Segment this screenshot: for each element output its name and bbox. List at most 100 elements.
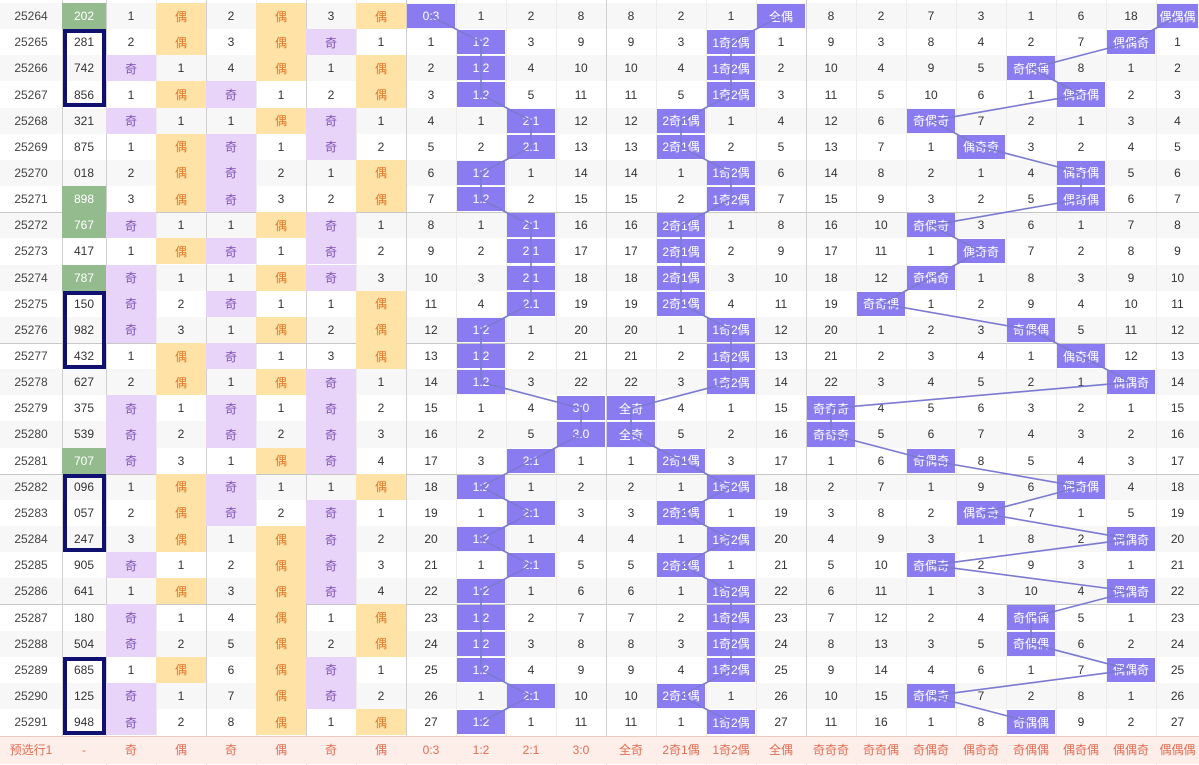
cell-shape-jjo: 14 [874, 662, 888, 677]
cell-pattern-allodd: 11 [624, 87, 638, 102]
cell-pattern-alleven: 9 [777, 244, 785, 259]
ratio-trend-line [480, 486, 532, 514]
footer-cell-pos2-even[interactable]: 偶 [274, 743, 287, 757]
footer-cell-number[interactable]: - [82, 742, 86, 757]
cell-pos1-even: 偶 [156, 369, 206, 396]
cell-pos3-val: 2 [327, 636, 335, 651]
cell-shape-ojo: 2 [1077, 244, 1085, 259]
footer-cell-pos3-val[interactable]: 奇 [324, 743, 337, 757]
cell-shape-ooo: 14 [1170, 375, 1185, 390]
cell-pos3-val: 奇 [306, 29, 356, 56]
cell-pos2-val: 奇 [206, 290, 256, 317]
cell-ratio-03: 25 [424, 662, 438, 677]
cell-shape-joo: 2 [1027, 35, 1035, 50]
cell-pattern-2odd1even: 2 [677, 9, 685, 24]
footer-cell-shape-joj[interactable]: 奇偶奇 [912, 743, 949, 757]
cell-pos3-even: 偶 [356, 473, 406, 500]
footer-cell-shape-jjj[interactable]: 奇奇奇 [812, 743, 849, 757]
cell-pos2-even: 1 [277, 479, 285, 494]
cell-pos1-even: 3 [177, 322, 185, 337]
cell-ratio-12: 3 [477, 453, 485, 468]
footer-cell-pos2-val[interactable]: 奇 [224, 743, 237, 757]
cell-shape-ooo: 23 [1170, 610, 1185, 625]
cell-ratio-30: 11 [574, 715, 588, 730]
cell-pattern-alleven: 11 [774, 296, 788, 311]
cell-pos1-val: 奇 [106, 630, 156, 657]
cell-shape-ooo: 16 [1170, 427, 1185, 442]
cell-pos1-val: 1 [127, 662, 135, 677]
cell-pos1-even: 1 [177, 401, 185, 416]
cell-shape-joj: 7 [927, 9, 935, 24]
cell-ratio-21: 1 [527, 715, 535, 730]
cell-shape-ooo: 20 [1170, 532, 1185, 547]
cell-ratio-03: 12 [424, 322, 438, 337]
cell-ratio-03: 17 [424, 453, 438, 468]
cell-pos2-even: 偶 [256, 604, 306, 631]
cell-shape-ojo: 3 [1077, 270, 1085, 285]
cell-ratio-12: 1 [477, 688, 485, 703]
cell-ratio-03: 13 [424, 349, 438, 363]
footer-cell-shape-ooj[interactable]: 偶偶奇 [1112, 743, 1149, 757]
cell-pos3-even: 偶 [356, 709, 406, 736]
footer-cell-pattern-allodd[interactable]: 全奇 [618, 743, 643, 757]
cell-shape-joj: 2 [927, 322, 935, 337]
ratio-trend-line [480, 93, 532, 122]
cell-shape-ojo: 5 [1077, 610, 1085, 625]
cell-pos2-even: 偶 [256, 682, 306, 710]
footer-cell-shape-ojo[interactable]: 偶奇偶 [1062, 743, 1099, 757]
cell-pattern-allodd: 16 [624, 218, 638, 233]
footer-cell-ratio-30[interactable]: 3:0 [572, 742, 590, 757]
cell-pos1-val: 2 [127, 35, 135, 50]
cell-shape-ooo: 25 [1170, 662, 1185, 677]
cell-shape-ojo: 2 [1077, 139, 1085, 154]
cell-period: 25291 [14, 715, 48, 730]
cell-shape-ooj: 8 [1127, 244, 1135, 259]
footer-cell-ratio-03[interactable]: 0:3 [422, 742, 440, 757]
cell-period: 25275 [14, 296, 48, 311]
cell-number: 247 [73, 532, 95, 547]
cell-pos1-even: 1 [177, 61, 185, 76]
cell-shape-joo: 1 [1027, 349, 1035, 363]
cell-ratio-30: 2 [577, 479, 585, 494]
cell-pos2-val: 5 [227, 636, 235, 651]
cell-pattern-allodd: 11 [624, 715, 638, 730]
cell-shape-joo: 10 [1024, 584, 1038, 599]
cell-pattern-alleven: 15 [774, 401, 788, 416]
cell-ratio-30: 22 [574, 375, 588, 390]
footer-cell-pos3-even[interactable]: 偶 [374, 743, 387, 757]
cell-period: 25279 [14, 401, 48, 416]
footer-cell-shape-ojj[interactable]: 偶奇奇 [962, 743, 999, 757]
footer-cell-ratio-21[interactable]: 2:1 [522, 742, 540, 757]
footer-cell-pattern-2odd1even[interactable]: 2奇1偶 [662, 743, 700, 757]
cell-ratio-30: 6 [577, 584, 585, 599]
footer-cell-pos1-val[interactable]: 奇 [124, 743, 137, 757]
footer-cell-pattern-alleven[interactable]: 全偶 [768, 743, 793, 757]
footer-cell-period[interactable]: 预选行1 [9, 743, 53, 757]
highlight-box [63, 474, 106, 552]
cell-shape-jjj: 11 [824, 87, 838, 102]
cell-shape-ojo: 3 [1077, 558, 1085, 573]
cell-pos3-even: 2 [377, 532, 385, 547]
cell-shape-ooo: 22 [1170, 584, 1185, 599]
cell-shape-jjo: 6 [877, 113, 885, 128]
footer-cell-shape-jjo[interactable]: 奇奇偶 [862, 743, 899, 757]
cell-shape-jjj: 14 [824, 165, 838, 180]
footer-cell-shape-joo[interactable]: 奇偶偶 [1012, 743, 1049, 757]
cell-shape-jjo: 5 [877, 87, 885, 102]
footer-cell-pos1-even[interactable]: 偶 [174, 743, 187, 757]
table-row [0, 316, 1199, 343]
footer-cell-ratio-12[interactable]: 1:2 [472, 742, 490, 757]
cell-shape-ojj: 5 [977, 375, 985, 390]
cell-shape-ooo: 15 [1170, 401, 1185, 416]
cell-pos1-val: 奇 [106, 55, 156, 82]
shape-trend-line [930, 250, 982, 279]
cell-period: 25278 [14, 375, 48, 390]
cell-ratio-21: 2 [527, 349, 535, 363]
cell-pos3-even: 偶 [356, 342, 406, 370]
cell-pos3-val: 奇 [306, 682, 356, 710]
footer-cell-pattern-1odd2even[interactable]: 1奇2偶 [712, 743, 750, 757]
cell-pos2-val: 奇 [206, 133, 256, 160]
footer-cell-shape-ooo[interactable]: 偶偶偶 [1159, 743, 1196, 757]
cell-number: 627 [73, 375, 95, 390]
cell-pos1-even: 偶 [156, 578, 206, 605]
